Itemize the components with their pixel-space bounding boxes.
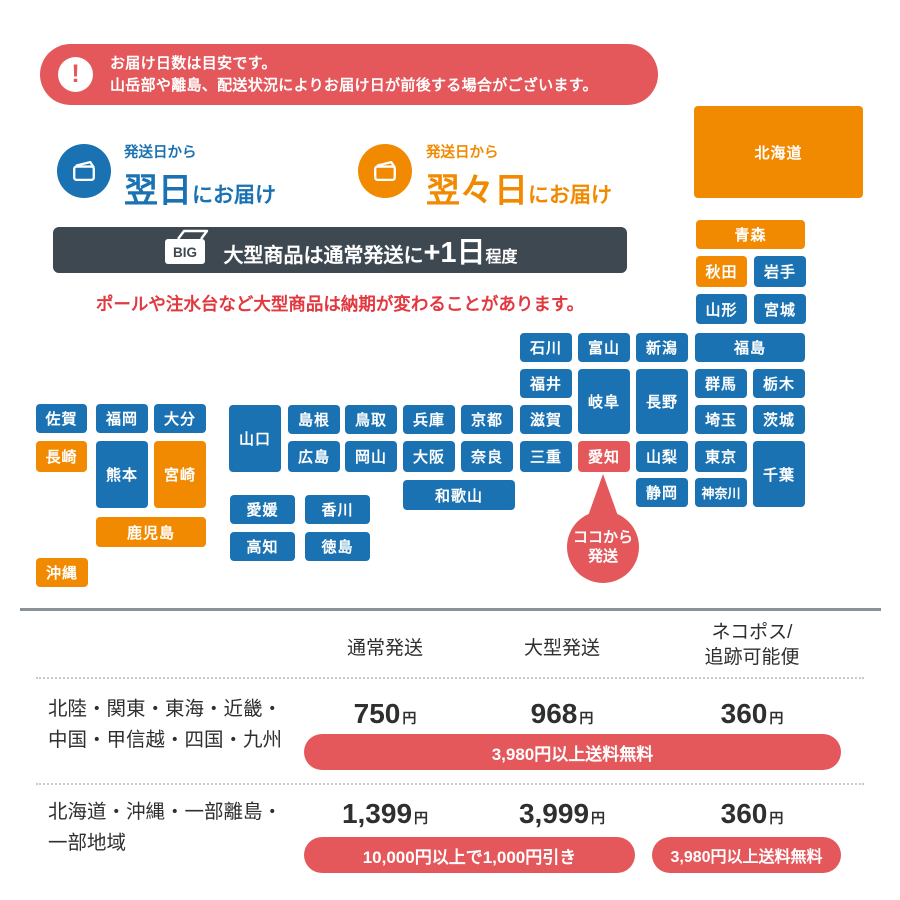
delivery-notice-banner: ! お届け日数は目安です。 山岳部や離島、配送状況によりお届け日が前後する場合が… <box>40 44 658 105</box>
prefecture-block-佐賀: 佐賀 <box>36 404 87 433</box>
prefecture-block-福井: 福井 <box>520 369 572 398</box>
prefecture-block-岐阜: 岐阜 <box>578 369 630 434</box>
prefecture-block-熊本: 熊本 <box>96 441 148 508</box>
prefecture-block-長野: 長野 <box>636 369 688 434</box>
big-box-icon: BIG <box>165 229 209 264</box>
big-item-banner: BIG 大型商品は通常発送に+1日程度 <box>53 227 627 273</box>
prefecture-block-石川: 石川 <box>520 333 572 362</box>
prefecture-block-山口: 山口 <box>229 405 281 472</box>
prefecture-block-東京: 東京 <box>695 441 747 472</box>
legend-next-day-suffix: にお届け <box>192 184 276 207</box>
prefecture-block-新潟: 新潟 <box>636 333 688 362</box>
free-shipping-pill-remote: 3,980円以上送料無料 <box>652 837 841 873</box>
legend-two-days-prefix: 発送日から <box>426 145 499 161</box>
prefecture-block-鳥取: 鳥取 <box>345 405 397 434</box>
legend-next-day: 発送日から 翌日にお届け <box>124 141 276 212</box>
prefecture-block-栃木: 栃木 <box>753 369 805 398</box>
table-top-border <box>20 608 881 611</box>
large-item-note: ポールや注水台など大型商品は納期が変わることがあります。 <box>95 294 585 314</box>
prefecture-block-長崎: 長崎 <box>36 441 87 472</box>
prefecture-block-岩手: 岩手 <box>754 256 806 287</box>
header-large-shipping: 大型発送 <box>523 638 600 659</box>
prefecture-block-秋田: 秋田 <box>696 256 747 287</box>
prefecture-block-埼玉: 埼玉 <box>695 405 747 434</box>
prefecture-block-福岡: 福岡 <box>96 404 148 433</box>
prefecture-block-滋賀: 滋賀 <box>520 405 572 434</box>
prefecture-block-兵庫: 兵庫 <box>403 405 455 434</box>
prefecture-block-茨城: 茨城 <box>753 405 805 434</box>
prefecture-block-千葉: 千葉 <box>753 441 805 507</box>
dotted-divider <box>36 677 864 679</box>
prefecture-block-高知: 高知 <box>230 532 295 561</box>
prefecture-block-神奈川: 神奈川 <box>695 478 747 507</box>
prefecture-block-山梨: 山梨 <box>636 441 688 472</box>
legend-two-days-em: 翌々日 <box>426 172 528 210</box>
dotted-divider <box>36 783 864 785</box>
shipping-origin-bubble: ココから 発送 <box>567 511 639 583</box>
prefecture-block-島根: 島根 <box>288 405 340 434</box>
prefecture-block-香川: 香川 <box>305 495 370 524</box>
prefecture-block-宮崎: 宮崎 <box>154 441 206 508</box>
prefecture-block-北海道: 北海道 <box>694 106 863 198</box>
prefecture-block-青森: 青森 <box>696 220 805 249</box>
region-label-main: 北陸・関東・東海・近畿・ 中国・甲信越・四国・九州 <box>48 698 283 751</box>
price-large-remote: 3,999 円 <box>518 798 606 829</box>
prefecture-block-徳島: 徳島 <box>305 532 370 561</box>
price-large-main: 968 円 <box>530 698 594 729</box>
prefecture-block-山形: 山形 <box>696 294 747 324</box>
prefecture-block-宮城: 宮城 <box>754 294 806 324</box>
prefecture-block-三重: 三重 <box>520 441 572 472</box>
price-normal-remote: 1,399 円 <box>341 798 429 829</box>
prefecture-block-群馬: 群馬 <box>695 369 747 398</box>
prefecture-block-静岡: 静岡 <box>636 478 688 507</box>
header-nekopos: ネコポス/ 追跡可能便 <box>704 622 800 668</box>
origin-bubble-line1: ココから <box>572 529 633 546</box>
prefecture-block-岡山: 岡山 <box>345 441 397 472</box>
prefecture-block-愛媛: 愛媛 <box>230 495 295 524</box>
prefecture-block-鹿児島: 鹿児島 <box>96 517 206 547</box>
legend-two-days-suffix: にお届け <box>528 184 612 207</box>
alert-line2: 山岳部や離島、配送状況によりお届け日が前後する場合がございます。 <box>110 77 598 94</box>
legend-two-days: 発送日から 翌々日にお届け <box>426 141 612 212</box>
japan-prefecture-map: ココから 発送 北海道青森秋田 岩手 山形 宮城石川 富山 新潟 福島福井 岐阜 長野 群馬 栃木滋… <box>36 106 863 587</box>
svg-text:BIG: BIG <box>173 245 197 260</box>
price-normal-main: 750 円 <box>353 698 417 729</box>
prefecture-block-広島: 広島 <box>288 441 340 472</box>
exclamation-icon: ! <box>58 57 93 92</box>
discount-pill-remote: 10,000円以上で1,000円引き <box>304 837 635 873</box>
legend-next-day-prefix: 発送日から <box>124 145 197 161</box>
alert-line1: お届け日数は目安です。 <box>110 55 277 72</box>
origin-bubble-line2: 発送 <box>587 548 618 565</box>
two-days-parcel-icon <box>358 144 412 198</box>
prefecture-block-京都: 京都 <box>461 405 513 434</box>
next-day-parcel-icon <box>57 144 111 198</box>
price-nekopos-main: 360 円 <box>720 698 784 729</box>
prefecture-block-大分: 大分 <box>154 404 206 433</box>
big-banner-text: 大型商品は通常発送に+1日程度 <box>223 237 518 269</box>
origin-bubble-pointer <box>588 474 618 516</box>
price-nekopos-remote: 360 円 <box>720 798 784 829</box>
prefecture-block-奈良: 奈良 <box>461 441 513 472</box>
free-shipping-pill-main: 3,980円以上送料無料 <box>304 734 841 770</box>
prefecture-block-沖縄: 沖縄 <box>36 558 88 587</box>
prefecture-block-和歌山: 和歌山 <box>403 480 515 510</box>
legend-next-day-em: 翌日 <box>124 172 192 210</box>
prefecture-block-福島: 福島 <box>695 333 805 362</box>
prefecture-block-富山: 富山 <box>578 333 630 362</box>
header-normal-shipping: 通常発送 <box>346 638 423 659</box>
prefecture-block-大阪: 大阪 <box>403 441 455 472</box>
prefecture-block-愛知: 愛知 <box>578 441 630 472</box>
region-label-remote: 北海道・沖縄・一部離島・ 一部地域 <box>48 801 283 854</box>
